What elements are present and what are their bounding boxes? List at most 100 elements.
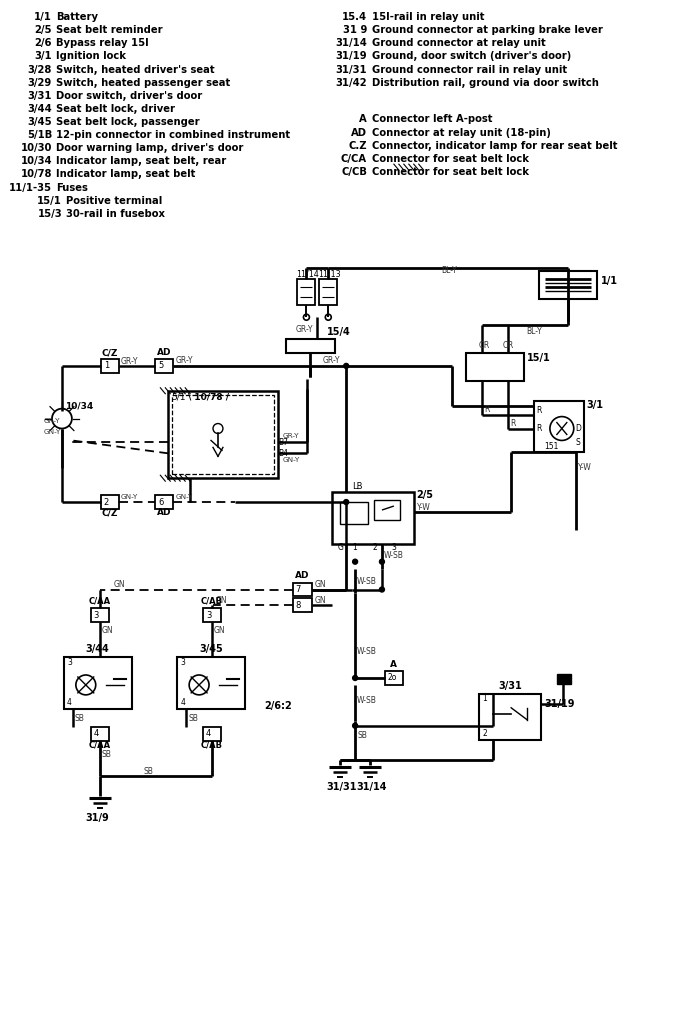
Text: AD: AD [351,128,367,137]
Text: 1/1: 1/1 [601,276,617,287]
Text: 10/34: 10/34 [65,401,93,411]
Text: GR-Y: GR-Y [120,357,138,367]
Text: GN-Y: GN-Y [44,428,61,434]
Text: GN-Y: GN-Y [175,495,193,500]
Text: Ground connector at relay unit: Ground connector at relay unit [372,38,546,48]
Text: OR: OR [503,341,514,349]
Bar [319,280,338,305]
Text: Switch, heated driver's seat: Switch, heated driver's seat [56,65,214,75]
Text: R: R [536,424,541,433]
Text: Battery: Battery [56,12,98,23]
Bar [64,657,132,709]
Text: Distribution rail, ground via door switch: Distribution rail, ground via door switc… [372,78,599,88]
Text: 2: 2 [372,544,377,552]
Text: 15/1: 15/1 [37,196,62,206]
Text: Seat belt lock, driver: Seat belt lock, driver [56,103,175,114]
Text: GR-Y: GR-Y [322,356,340,366]
Text: GR-Y: GR-Y [283,433,299,439]
Text: OR: OR [478,341,489,349]
Text: C/AB: C/AB [201,740,223,749]
Text: 3/29: 3/29 [28,78,52,88]
Text: 15/4: 15/4 [327,327,351,337]
Text: GN-Y: GN-Y [120,495,138,500]
Text: B7: B7 [278,438,289,446]
Text: 4: 4 [67,698,72,708]
Bar [203,727,221,740]
Text: 15.4: 15.4 [342,12,367,23]
Text: B4: B4 [278,449,289,458]
Text: W-SB: W-SB [357,646,377,655]
Bar [466,353,524,381]
Text: 2/5: 2/5 [35,26,52,35]
Text: 3/1: 3/1 [587,399,603,410]
Circle shape [344,500,349,505]
Text: Door warning lamp, driver's door: Door warning lamp, driver's door [56,143,244,154]
Text: C/CA: C/CA [341,154,367,164]
Text: 2/6:2: 2/6:2 [264,700,292,711]
Text: SB: SB [102,750,111,759]
Bar [90,727,109,740]
Text: 3/45: 3/45 [27,117,52,127]
Text: 31/19: 31/19 [335,51,367,61]
Bar [374,500,400,520]
Circle shape [353,676,358,681]
Text: AD: AD [295,571,310,581]
Text: Y-W: Y-W [417,503,431,512]
Circle shape [325,314,331,321]
Circle shape [213,424,223,433]
Text: C/Z: C/Z [102,348,118,357]
Text: 5: 5 [159,361,164,371]
Bar [285,339,335,353]
Text: GN: GN [315,596,326,605]
Text: 3/28: 3/28 [28,65,52,75]
Text: Ground connector rail in relay unit: Ground connector rail in relay unit [372,65,567,75]
Bar [172,394,274,474]
Text: 30-rail in fusebox: 30-rail in fusebox [66,209,165,219]
Text: 31/42: 31/42 [335,78,367,88]
Bar [340,502,368,524]
Text: SB: SB [143,767,153,776]
Bar [101,359,118,373]
Text: R: R [536,407,541,415]
Bar [557,674,571,684]
Text: 31/9: 31/9 [86,813,109,823]
Text: SB: SB [188,714,198,723]
Text: SB: SB [75,714,85,723]
Text: 2/6: 2/6 [35,38,52,48]
Bar [539,271,596,299]
Text: Seat belt reminder: Seat belt reminder [56,26,163,35]
Text: 2: 2 [482,729,487,738]
Circle shape [379,559,384,564]
Text: 31/31: 31/31 [326,782,357,793]
Text: W-SB: W-SB [357,696,377,706]
Text: GN: GN [102,626,113,635]
Text: Y-W: Y-W [578,463,592,472]
Text: 15I-rail in relay unit: 15I-rail in relay unit [372,12,484,23]
Text: Connector, indicator lamp for rear seat belt: Connector, indicator lamp for rear seat … [372,140,617,151]
Bar [168,391,278,478]
Text: 3/31: 3/31 [498,681,522,691]
Text: 4: 4 [94,729,99,738]
Text: 3/31: 3/31 [28,91,52,100]
Circle shape [303,314,310,321]
Text: 3/1: 3/1 [34,51,52,61]
Text: 3: 3 [392,544,397,552]
Text: 8: 8 [296,601,301,610]
Text: C/AB: C/AB [201,597,223,606]
Text: Connector for seat belt lock: Connector for seat belt lock [372,167,529,177]
Bar [480,694,541,739]
Text: Seat belt lock, passenger: Seat belt lock, passenger [56,117,200,127]
Text: 3: 3 [67,657,72,667]
Bar [297,280,315,305]
Text: 1: 1 [352,544,357,552]
Text: S: S [576,438,580,446]
Bar [203,608,221,623]
Text: G: G [338,544,343,552]
Text: SB: SB [357,731,367,740]
Text: 15/3: 15/3 [38,209,62,219]
Text: A: A [390,659,397,669]
Text: 1: 1 [482,694,487,703]
Bar [155,496,173,509]
Text: R: R [510,419,516,428]
Text: 3: 3 [206,611,212,620]
